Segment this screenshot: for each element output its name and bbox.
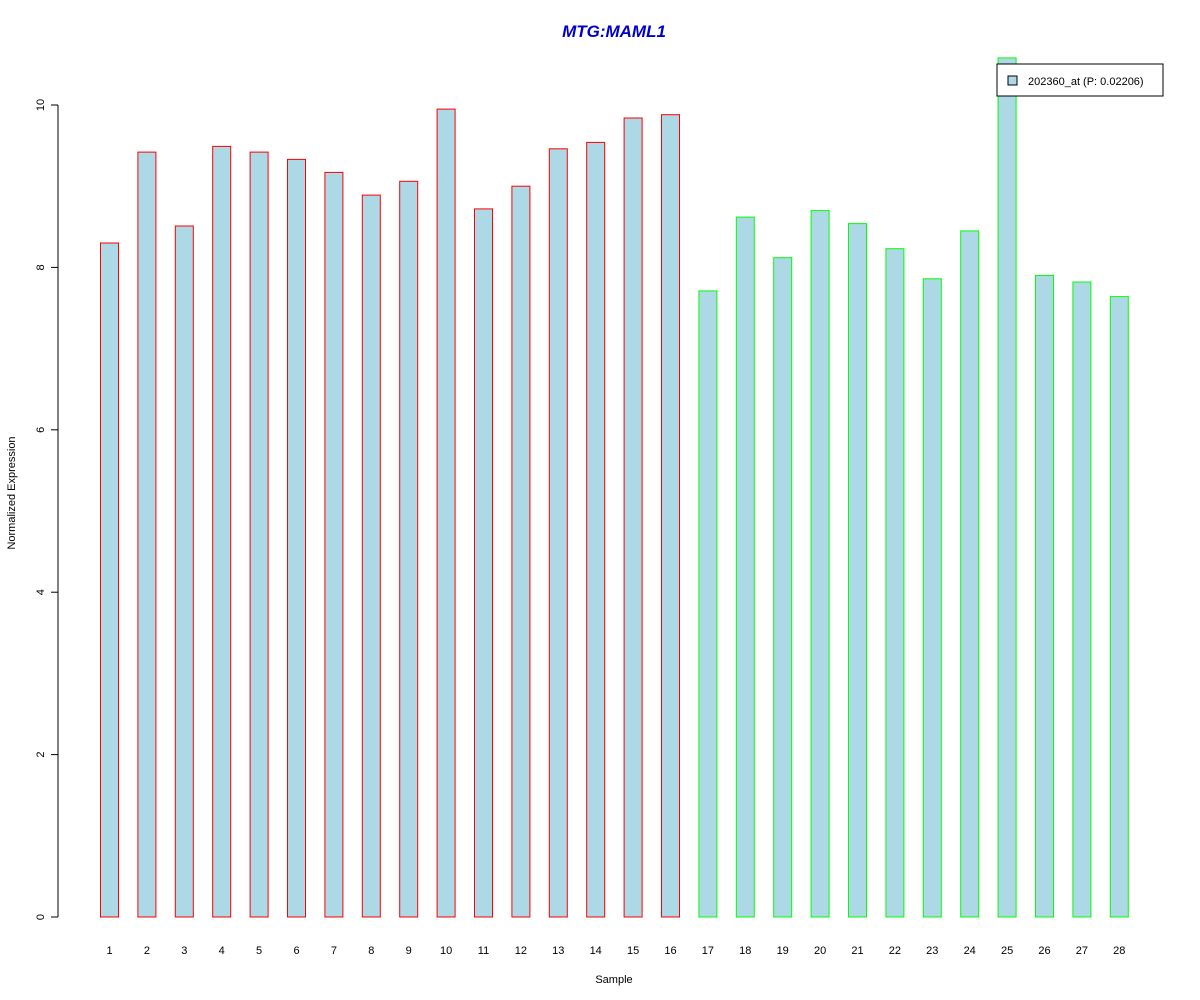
x-tick-label: 7	[331, 945, 337, 957]
bar-sample-22	[885, 248, 905, 918]
bar-sample-28	[1109, 296, 1129, 918]
bar-sample-23	[922, 278, 942, 918]
y-tick-label: 6	[35, 427, 47, 433]
bar-sample-25	[997, 57, 1017, 918]
bar-sample-27	[1072, 281, 1092, 918]
x-tick-label: 3	[181, 945, 187, 957]
x-tick-labels: 1 2 3 4 5 6 7 8 9 10 11 12 13 14 15 16 17 18 19 20 21 22 23 24 2…	[106, 945, 1125, 957]
bar-sample-21	[848, 223, 867, 918]
x-tick-label: 22	[889, 945, 901, 957]
y-tick-label: 8	[35, 264, 47, 270]
y-axis: 0 2 4 6 8 10	[35, 99, 59, 920]
x-tick-label: 4	[219, 945, 225, 957]
x-tick-label: 26	[1038, 945, 1050, 957]
bar-sample-20	[810, 210, 830, 918]
bar-sample-13	[548, 148, 568, 918]
x-tick-label: 11	[478, 945, 489, 957]
bar-sample-14	[586, 141, 606, 918]
x-tick-label: 16	[664, 945, 676, 957]
bars-group	[100, 57, 1129, 918]
bar-sample-2	[137, 151, 157, 918]
bar-sample-7	[324, 171, 344, 918]
bar-sample-1	[100, 242, 119, 918]
x-tick-label: 17	[702, 945, 714, 957]
bar-sample-4	[212, 145, 232, 918]
x-tick-label: 8	[368, 945, 374, 957]
x-tick-label: 18	[739, 945, 751, 957]
bar-sample-3	[174, 225, 194, 918]
x-tick-label: 13	[552, 945, 564, 957]
bar-sample-9	[399, 180, 419, 918]
legend: 202360_at (P: 0.02206)	[996, 63, 1164, 97]
x-tick-label: 19	[777, 945, 789, 957]
bar-sample-19	[773, 257, 793, 918]
x-tick-label: 10	[440, 945, 452, 957]
x-tick-label: 2	[144, 945, 150, 957]
x-tick-label: 20	[814, 945, 826, 957]
x-axis-label: Sample	[595, 974, 632, 986]
bar-sample-11	[474, 208, 493, 918]
y-tick-label: 0	[35, 914, 47, 920]
x-tick-label: 5	[256, 945, 262, 957]
x-tick-label: 6	[293, 945, 299, 957]
bar-sample-18	[735, 216, 755, 918]
x-tick-label: 1	[106, 945, 112, 957]
x-tick-label: 25	[1001, 945, 1013, 957]
bar-sample-17	[698, 290, 718, 918]
bar-sample-26	[1035, 275, 1054, 918]
x-tick-label: 14	[590, 945, 602, 957]
y-tick-label: 10	[35, 99, 47, 111]
bar-sample-8	[361, 194, 381, 918]
bar-sample-5	[249, 151, 269, 918]
legend-box	[996, 63, 1164, 97]
x-tick-label: 9	[406, 945, 412, 957]
bar-sample-12	[511, 185, 531, 918]
x-tick-label: 21	[851, 945, 863, 957]
y-axis-label: Normalized Expression	[6, 436, 18, 549]
x-tick-label: 15	[627, 945, 639, 957]
x-tick-label: 23	[926, 945, 938, 957]
y-tick-label: 4	[35, 589, 47, 595]
bar-sample-10	[436, 108, 456, 918]
legend-swatch	[1007, 75, 1018, 86]
bar-sample-24	[960, 230, 980, 918]
chart-title: MTG:MAML1	[562, 22, 666, 41]
x-tick-label: 12	[515, 945, 527, 957]
bar-sample-6	[287, 158, 306, 918]
y-tick-label: 2	[35, 752, 47, 758]
bar-sample-15	[623, 117, 643, 918]
bar-sample-16	[661, 114, 680, 918]
x-tick-label: 24	[964, 945, 976, 957]
x-tick-label: 28	[1113, 945, 1125, 957]
x-tick-label: 27	[1076, 945, 1088, 957]
legend-label: 202360_at (P: 0.02206)	[1028, 76, 1144, 88]
